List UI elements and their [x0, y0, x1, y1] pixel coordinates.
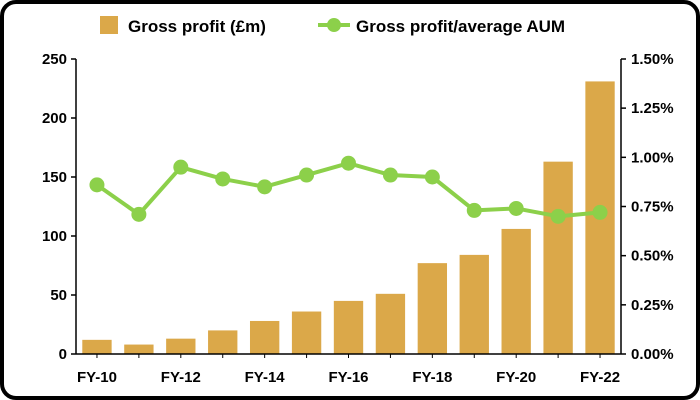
x-tick-label: FY-22 — [580, 369, 620, 386]
y-left-tick-label: 100 — [42, 228, 67, 245]
bar-fy-17 — [375, 293, 406, 354]
ratio-point-fy-11 — [131, 206, 147, 222]
bar-fy-20 — [501, 228, 531, 354]
bar-fy-14 — [249, 320, 280, 354]
y-right-tick-label: 1.25% — [631, 100, 674, 117]
legend-marker-ratio — [327, 18, 341, 32]
y-left-tick-label: 250 — [42, 51, 67, 68]
ratio-point-fy-10 — [89, 177, 105, 193]
x-tick-label: FY-10 — [77, 369, 117, 386]
legend-label-ratio: Gross profit/average AUM — [356, 17, 565, 36]
bar-fy-11 — [124, 344, 154, 354]
bar-fy-10 — [82, 339, 112, 354]
bar-fy-21 — [543, 161, 573, 354]
bar-fy-15 — [291, 311, 322, 354]
ratio-point-fy-14 — [257, 179, 273, 195]
x-tick-label: FY-20 — [496, 369, 536, 386]
ratio-point-fy-18 — [424, 169, 440, 185]
bar-fy-12 — [166, 338, 196, 354]
bar-fy-18 — [417, 263, 448, 354]
x-tick-label: FY-12 — [161, 369, 201, 386]
y-right-tick-label: 1.50% — [631, 51, 674, 68]
ratio-point-fy-19 — [466, 202, 482, 218]
y-right-tick-label: 0.50% — [631, 248, 674, 265]
ratio-point-fy-16 — [341, 155, 356, 171]
bar-fy-13 — [208, 330, 238, 354]
y-right-tick-label: 1.00% — [631, 149, 674, 166]
y-right-tick-label: 0.25% — [631, 297, 674, 314]
bar-fy-19 — [459, 254, 489, 354]
legend-swatch-gross-profit — [100, 16, 118, 34]
bar-fy-16 — [333, 300, 364, 354]
ratio-point-fy-21 — [550, 208, 566, 224]
ratio-point-fy-13 — [215, 171, 231, 187]
ratio-point-fy-22 — [592, 204, 608, 220]
combo-chart: 0 50 100 150 200 250 0.00% 0.25% 0.50% 0.75% 1.00%… — [42, 16, 674, 386]
ratio-point-fy-20 — [508, 200, 524, 216]
legend-label-gross-profit: Gross profit (£m) — [128, 17, 266, 36]
y-right-tick-label: 0.00% — [631, 346, 674, 363]
x-tick-label: FY-14 — [245, 369, 286, 386]
ratio-point-fy-12 — [173, 159, 189, 175]
y-left-tick-label: 0 — [59, 346, 67, 363]
y-left-tick-label: 200 — [42, 110, 67, 127]
ratio-line — [95, 161, 601, 219]
y-right-tick-label: 0.75% — [631, 199, 674, 216]
ratio-point-fy-17 — [382, 167, 398, 183]
x-tick-label: FY-16 — [328, 369, 368, 386]
y-left-tick-label: 50 — [50, 287, 67, 304]
ratio-point-fy-15 — [299, 167, 315, 183]
y-left-tick-label: 150 — [42, 169, 67, 186]
x-tick-label: FY-18 — [412, 369, 452, 386]
